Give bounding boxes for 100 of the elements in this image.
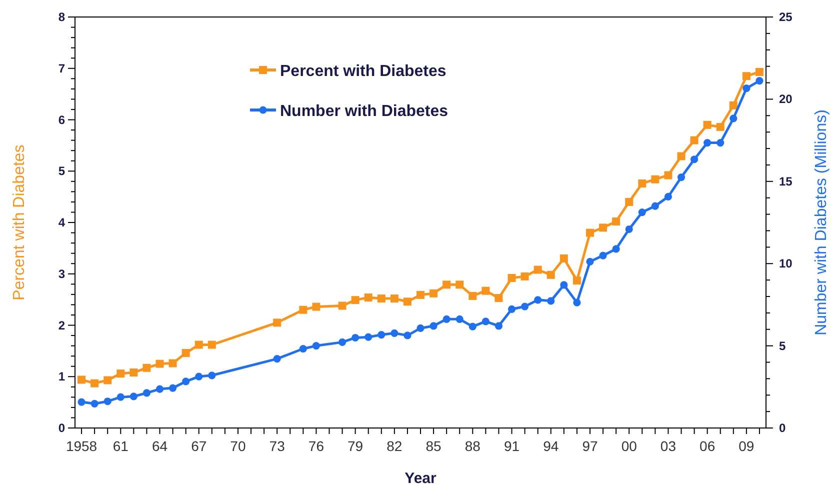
point bbox=[312, 342, 320, 350]
point bbox=[378, 330, 386, 339]
point bbox=[520, 272, 529, 280]
point bbox=[168, 384, 177, 392]
point bbox=[586, 258, 594, 266]
point bbox=[468, 292, 477, 300]
point bbox=[194, 340, 203, 349]
y2-tick-label: 25 bbox=[779, 10, 793, 24]
point bbox=[130, 392, 138, 400]
point bbox=[599, 224, 608, 232]
x-tick-label: 67 bbox=[191, 438, 207, 454]
x-tick-label: 79 bbox=[348, 438, 364, 454]
point bbox=[664, 171, 672, 180]
y-tick-label: 8 bbox=[58, 10, 66, 24]
y-tick-label: 4 bbox=[58, 216, 66, 230]
x-tick-label: 91 bbox=[504, 438, 520, 454]
point bbox=[468, 322, 476, 330]
y-tick-label: 1 bbox=[58, 370, 66, 384]
x-axis-title: Year bbox=[404, 470, 437, 484]
point bbox=[521, 302, 529, 310]
point bbox=[104, 398, 112, 406]
point bbox=[690, 136, 698, 144]
point bbox=[560, 281, 568, 289]
point bbox=[456, 280, 464, 289]
point bbox=[494, 322, 503, 330]
y-axis-title: Percent with Diabetes bbox=[11, 144, 28, 300]
point bbox=[299, 344, 307, 353]
point bbox=[273, 354, 281, 363]
point bbox=[638, 208, 646, 216]
point bbox=[338, 338, 346, 346]
point bbox=[546, 270, 555, 279]
x-tick-label: 70 bbox=[230, 438, 246, 454]
y-tick-label: 7 bbox=[58, 61, 66, 76]
point bbox=[573, 298, 581, 306]
x-tick-label: 00 bbox=[621, 438, 638, 454]
point bbox=[716, 138, 724, 147]
point bbox=[90, 400, 98, 408]
point bbox=[677, 173, 686, 182]
x-tick-label: 85 bbox=[426, 438, 442, 454]
point bbox=[430, 322, 438, 330]
point bbox=[456, 315, 464, 323]
point bbox=[390, 294, 398, 303]
point bbox=[534, 296, 542, 304]
point bbox=[208, 340, 216, 349]
x-tick-label: 88 bbox=[464, 438, 481, 454]
x-tick-label: 03 bbox=[660, 438, 676, 454]
point bbox=[599, 252, 607, 260]
point bbox=[612, 245, 620, 253]
point bbox=[625, 198, 634, 206]
point bbox=[756, 76, 764, 85]
point bbox=[482, 286, 490, 295]
point bbox=[677, 152, 686, 160]
point bbox=[625, 225, 633, 234]
point bbox=[494, 294, 503, 302]
point bbox=[273, 318, 282, 327]
y-tick-label: 5 bbox=[58, 164, 66, 178]
point bbox=[299, 306, 308, 314]
point bbox=[90, 379, 99, 388]
point bbox=[142, 364, 151, 372]
point bbox=[430, 289, 438, 298]
point bbox=[560, 254, 568, 262]
point bbox=[364, 294, 372, 302]
point bbox=[730, 114, 738, 122]
point bbox=[390, 329, 398, 337]
point bbox=[742, 72, 750, 80]
point bbox=[664, 192, 672, 200]
point bbox=[352, 334, 360, 342]
point bbox=[208, 372, 216, 380]
x-tick-label: 97 bbox=[582, 438, 598, 454]
point bbox=[508, 274, 516, 282]
point bbox=[703, 120, 712, 129]
point bbox=[442, 280, 451, 289]
point bbox=[716, 122, 724, 131]
point bbox=[572, 276, 581, 285]
point bbox=[351, 296, 360, 304]
point bbox=[742, 84, 750, 92]
y2-tick-label: 15 bbox=[779, 174, 793, 188]
x-tick-label: 61 bbox=[112, 438, 129, 454]
point bbox=[416, 324, 424, 332]
y-tick-label: 6 bbox=[58, 112, 66, 127]
point bbox=[377, 294, 386, 303]
y2-tick-label: 5 bbox=[779, 338, 786, 353]
x-tick-label: 82 bbox=[386, 438, 402, 454]
point bbox=[403, 298, 412, 306]
point bbox=[704, 138, 712, 147]
point bbox=[130, 368, 138, 377]
point bbox=[312, 302, 320, 311]
point bbox=[612, 217, 620, 226]
x-tick-label: 64 bbox=[152, 438, 168, 454]
x-tick-label: 76 bbox=[308, 438, 324, 454]
point bbox=[156, 360, 164, 368]
point bbox=[638, 179, 646, 188]
point bbox=[182, 378, 190, 386]
point bbox=[78, 398, 86, 406]
point bbox=[78, 376, 86, 384]
point bbox=[168, 359, 177, 368]
point bbox=[364, 333, 372, 341]
point bbox=[142, 389, 151, 397]
y2-tick-label: 20 bbox=[779, 92, 793, 106]
x-tick-label: 06 bbox=[700, 438, 716, 454]
